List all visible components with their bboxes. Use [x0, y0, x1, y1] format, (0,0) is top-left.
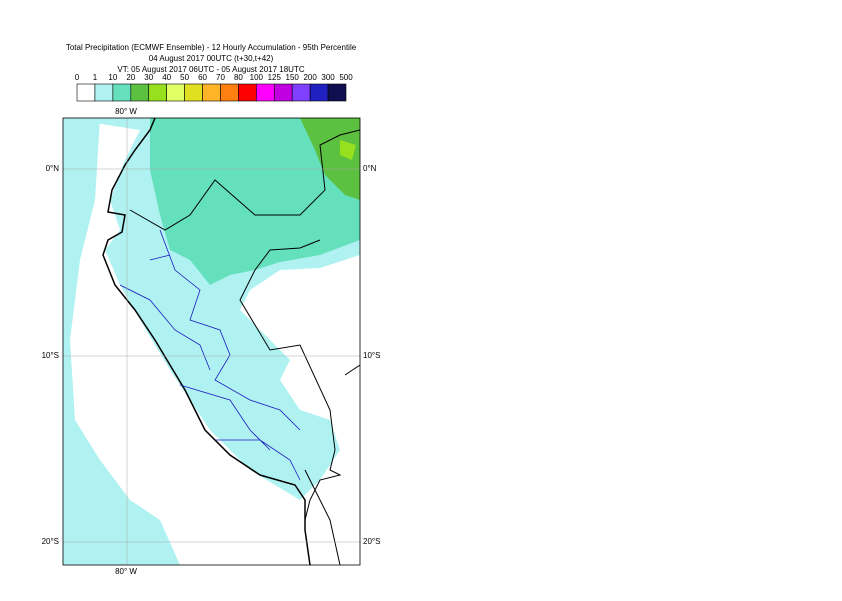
legend-swatch: [238, 83, 257, 102]
subtitle: 04 August 2017 00UTC (t+30,t+42): [149, 54, 274, 63]
precip-peak: [340, 140, 356, 160]
legend-label: 125: [268, 73, 282, 82]
legend-swatch: [166, 83, 185, 102]
legend-swatch: [309, 83, 329, 102]
legend-label: 500: [339, 73, 353, 82]
precip-moderate: [150, 118, 360, 285]
legend-label: 60: [198, 73, 207, 82]
lat-label: 10°S: [42, 351, 59, 360]
valid-time: VT: 05 August 2017 06UTC - 05 August 201…: [117, 65, 304, 74]
lat-label: 10°S: [363, 351, 380, 360]
legend-label: 0: [75, 73, 80, 82]
legend-label: 50: [180, 73, 189, 82]
lat-label: 20°S: [363, 537, 380, 546]
legend-swatch: [256, 83, 275, 102]
region-borders: [119, 229, 301, 481]
legend-label: 100: [250, 73, 264, 82]
legend-label: 40: [162, 73, 171, 82]
legend: 0 1 10 20 30 40 50 60 70 80 100 125 150 200 300 500: [75, 73, 353, 102]
legend-swatch: [327, 83, 347, 102]
title: Total Precipitation (ECMWF Ensemble) - 1…: [66, 43, 357, 52]
map-frame: [62, 117, 361, 566]
legend-swatch: [94, 83, 114, 102]
legend-swatch: [76, 83, 96, 102]
lon-label: 80° W: [115, 567, 137, 576]
legend-label: 20: [126, 73, 135, 82]
country-borders: [129, 129, 360, 565]
legend-swatch: [184, 83, 203, 102]
legend-swatch: [273, 83, 293, 102]
legend-label: 1: [93, 73, 98, 82]
legend-label: 80: [234, 73, 243, 82]
legend-swatch: [220, 83, 239, 102]
legend-swatch: [291, 83, 311, 102]
precip-heavy: [300, 118, 360, 200]
map: 80° W 80° W 0°N 0°N 10°S 10°S 20°S 20°S: [42, 107, 381, 576]
coastline: [102, 118, 311, 565]
legend-swatch: [202, 83, 221, 102]
legend-label: 10: [108, 73, 117, 82]
legend-swatch: [130, 83, 150, 102]
legend-swatch: [148, 83, 167, 102]
legend-label: 300: [321, 73, 335, 82]
legend-swatch: [112, 83, 132, 102]
legend-label: 70: [216, 73, 225, 82]
lat-label: 0°N: [46, 164, 60, 173]
legend-label: 200: [303, 73, 317, 82]
lat-label: 0°N: [363, 164, 377, 173]
legend-label: 150: [286, 73, 300, 82]
lat-label: 20°S: [42, 537, 59, 546]
precip-ocean: [63, 118, 180, 565]
lon-label: 80° W: [115, 107, 137, 116]
legend-label: 30: [144, 73, 153, 82]
